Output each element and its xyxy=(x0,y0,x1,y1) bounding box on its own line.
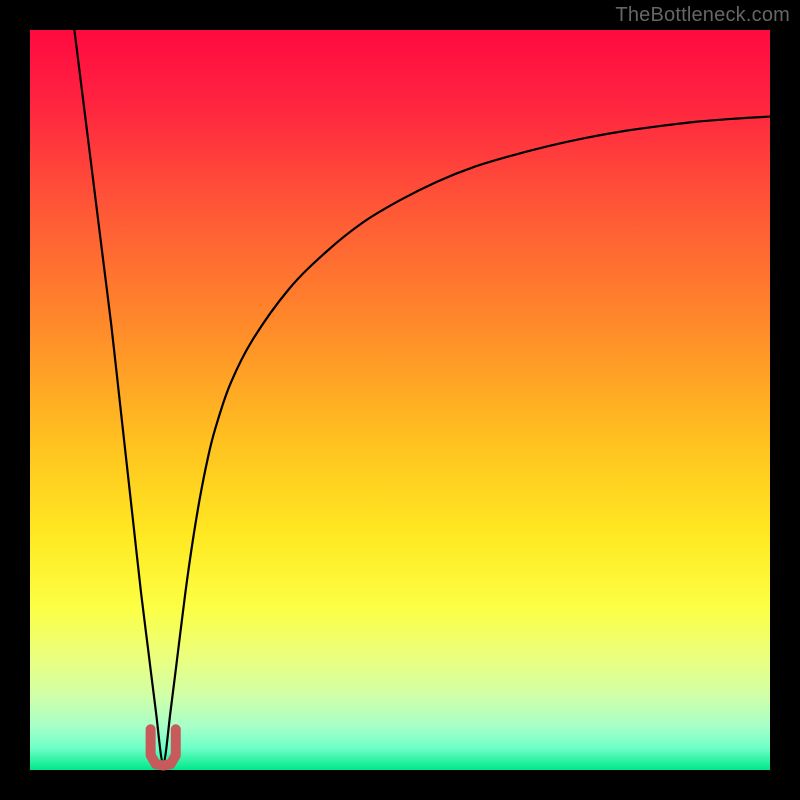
watermark-text: TheBottleneck.com xyxy=(615,4,790,27)
plot-background xyxy=(30,30,770,770)
bottleneck-chart xyxy=(0,0,800,800)
chart-stage: TheBottleneck.com xyxy=(0,0,800,800)
